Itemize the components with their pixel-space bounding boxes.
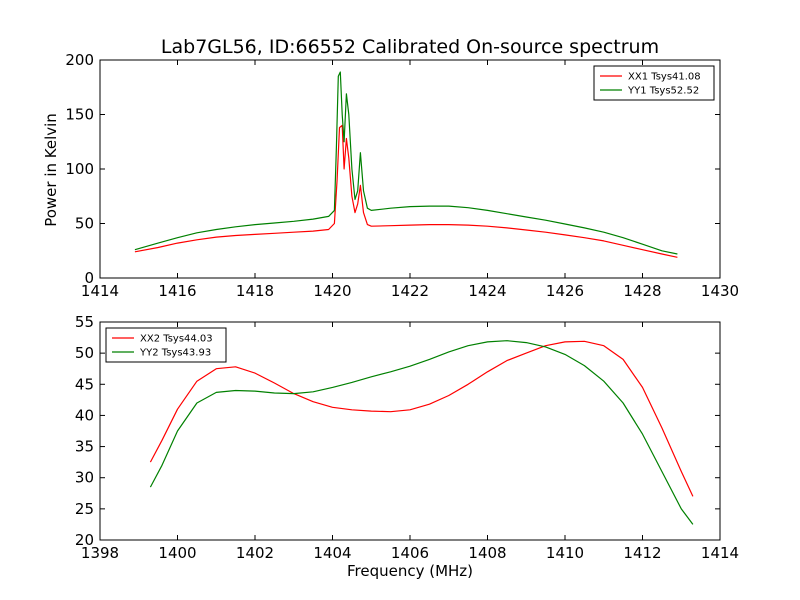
bottom-legend-label-2: YY2 Tsys43.93 — [139, 348, 211, 359]
top-x-tick-label: 1418 — [236, 282, 274, 300]
bottom-legend-label-1: XX2 Tsys44.03 — [140, 334, 213, 345]
bottom-legend: XX2 Tsys44.03 YY2 Tsys43.93 — [105, 327, 227, 363]
bottom-panel: 1398 1400 1402 1404 1406 1408 1410 1412 1414 20 25… — [75, 313, 739, 562]
top-x-tick-label: 1422 — [391, 282, 429, 300]
bottom-y-tick-label: 20 — [75, 531, 94, 549]
bottom-x-tick-label: 1406 — [391, 544, 429, 562]
top-legend-box — [593, 65, 715, 101]
bottom-x-tick-label: 1398 — [81, 544, 119, 562]
bottom-x-tick-label: 1410 — [546, 544, 584, 562]
top-legend-label-1: XX1 Tsys41.08 — [628, 72, 701, 83]
bottom-legend-box — [105, 327, 227, 363]
bottom-x-tick-label: 1408 — [468, 544, 506, 562]
top-panel: 1414 1416 1418 1420 1422 1424 1426 1428 1430 0 50 1… — [65, 51, 739, 300]
bottom-x-tick-label: 1400 — [158, 544, 196, 562]
bottom-x-tick-label: 1402 — [236, 544, 274, 562]
top-x-tick-label: 1420 — [313, 282, 351, 300]
top-y-tick-label: 50 — [75, 215, 94, 233]
top-y-tick-label: 100 — [65, 160, 94, 178]
top-x-tick-label: 1414 — [81, 282, 119, 300]
top-y-tick-label: 0 — [84, 269, 94, 287]
bottom-y-tick-label: 50 — [75, 344, 94, 362]
bottom-y-tick-label: 55 — [75, 313, 94, 331]
top-series-line-1 — [134, 124, 678, 258]
top-series-line-2 — [134, 71, 678, 255]
top-y-tick-label: 200 — [65, 51, 94, 69]
bottom-series-line-1 — [149, 340, 694, 497]
top-x-tick-label: 1430 — [701, 282, 739, 300]
top-x-tick-label: 1416 — [158, 282, 196, 300]
top-x-tick-label: 1426 — [546, 282, 584, 300]
top-panel-ylabel: Power in Kelvin — [42, 113, 60, 227]
bottom-y-tick-label: 40 — [75, 406, 94, 424]
top-x-tick-label: 1424 — [468, 282, 506, 300]
top-y-tick-label: 150 — [65, 106, 94, 124]
bottom-x-tick-label: 1412 — [623, 544, 661, 562]
bottom-x-tick-label: 1404 — [313, 544, 351, 562]
bottom-y-tick-label: 30 — [75, 469, 94, 487]
chart-title: Lab7GL56, ID:66552 Calibrated On-source … — [161, 36, 659, 58]
bottom-x-tick-label: 1414 — [701, 544, 739, 562]
top-x-tick-label: 1428 — [623, 282, 661, 300]
bottom-panel-xlabel: Frequency (MHz) — [347, 562, 473, 580]
bottom-y-tick-label: 35 — [75, 438, 94, 456]
bottom-y-tick-label: 45 — [75, 375, 94, 393]
top-legend: XX1 Tsys41.08 YY1 Tsys52.52 — [593, 65, 715, 101]
bottom-series-line-2 — [149, 340, 694, 525]
bottom-y-tick-label: 25 — [75, 500, 94, 518]
top-legend-label-2: YY1 Tsys52.52 — [627, 86, 699, 97]
